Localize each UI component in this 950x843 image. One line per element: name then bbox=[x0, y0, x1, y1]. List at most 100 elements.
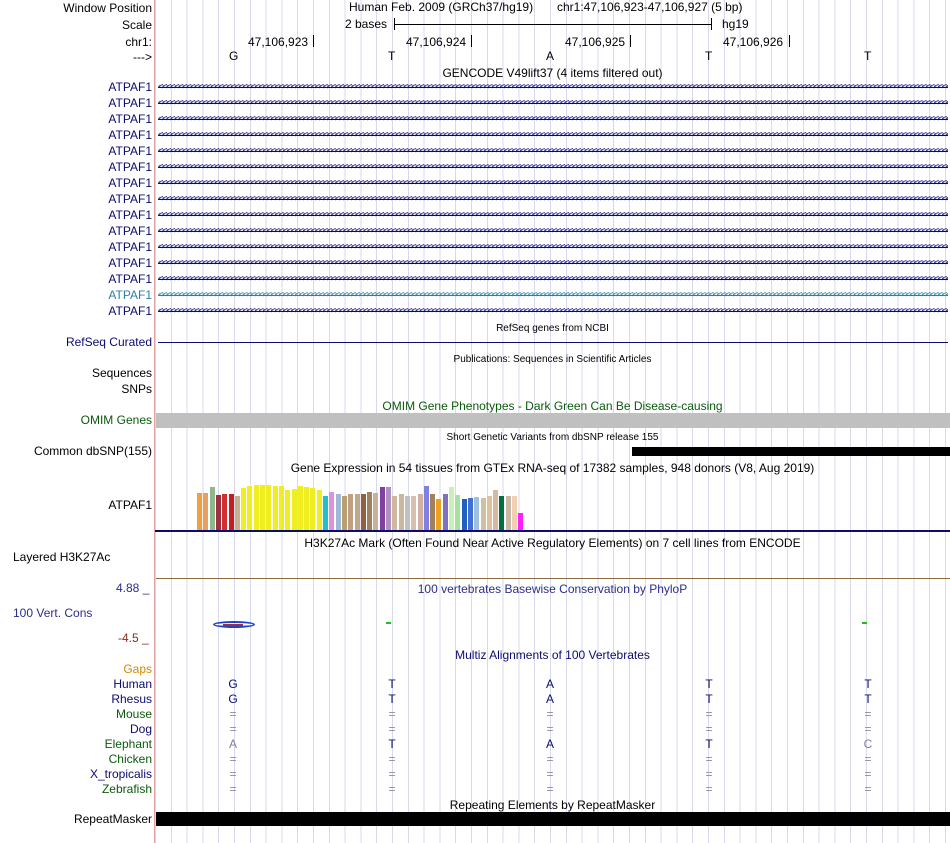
gtex-tissue-bar[interactable] bbox=[203, 493, 209, 530]
gtex-tissue-bar[interactable] bbox=[411, 496, 417, 530]
gtex-tissue-bar[interactable] bbox=[404, 496, 410, 530]
dbsnp-track-title[interactable]: Short Genetic Variants from dbSNP releas… bbox=[446, 432, 659, 443]
gencode-gene-label[interactable]: ATPAF1 bbox=[108, 288, 152, 302]
gencode-gene-feature[interactable] bbox=[158, 87, 948, 88]
gencode-gene-feature[interactable] bbox=[158, 135, 948, 136]
gtex-tissue-bar[interactable] bbox=[341, 496, 347, 530]
gtex-tissue-bar[interactable] bbox=[505, 496, 511, 530]
gencode-gene-feature[interactable] bbox=[158, 279, 948, 280]
gencode-gene-label[interactable]: ATPAF1 bbox=[108, 208, 152, 222]
gencode-gene-label[interactable]: ATPAF1 bbox=[108, 304, 152, 318]
gtex-tissue-bar[interactable] bbox=[228, 494, 234, 530]
gtex-tissue-bar[interactable] bbox=[360, 494, 366, 530]
species-label[interactable]: Mouse bbox=[115, 707, 152, 721]
gtex-tissue-bar[interactable] bbox=[215, 495, 221, 530]
gtex-tissue-bar[interactable] bbox=[379, 487, 385, 530]
gtex-tissue-bar[interactable] bbox=[386, 487, 391, 530]
gtex-tissue-bar[interactable] bbox=[348, 494, 354, 530]
multiz-track-title[interactable]: Multiz Alignments of 100 Vertebrates bbox=[455, 648, 650, 662]
gencode-gene-feature[interactable] bbox=[158, 183, 948, 184]
phylop-label[interactable]: 100 Vert. Cons bbox=[13, 606, 93, 620]
species-label[interactable]: Dog bbox=[129, 722, 152, 736]
gtex-tissue-bar[interactable] bbox=[518, 513, 524, 530]
gtex-bar-chart[interactable] bbox=[197, 478, 537, 530]
gtex-tissue-bar[interactable] bbox=[423, 486, 429, 530]
repeatmasker-feature[interactable] bbox=[156, 812, 950, 826]
gtex-tissue-bar[interactable] bbox=[285, 490, 291, 530]
dbsnp-label[interactable]: Common dbSNP(155) bbox=[33, 444, 152, 458]
gtex-tissue-bar[interactable] bbox=[467, 498, 473, 530]
dbsnp-feature[interactable] bbox=[632, 447, 950, 456]
gtex-tissue-bar[interactable] bbox=[253, 485, 259, 530]
gtex-tissue-bar[interactable] bbox=[417, 494, 423, 530]
gtex-tissue-bar[interactable] bbox=[455, 495, 461, 530]
gtex-tissue-bar[interactable] bbox=[512, 496, 517, 530]
gencode-gene-label[interactable]: ATPAF1 bbox=[108, 160, 152, 174]
gtex-tissue-bar[interactable] bbox=[197, 493, 202, 530]
gencode-track-title[interactable]: GENCODE V49lift37 (4 items filtered out) bbox=[442, 66, 663, 80]
species-label[interactable]: Zebrafish bbox=[101, 782, 152, 796]
gtex-tissue-bar[interactable] bbox=[266, 485, 272, 530]
gencode-gene-label[interactable]: ATPAF1 bbox=[108, 144, 152, 158]
gencode-gene-feature[interactable] bbox=[158, 215, 948, 216]
gencode-gene-feature[interactable] bbox=[158, 247, 948, 248]
gtex-tissue-bar[interactable] bbox=[354, 494, 360, 530]
gencode-gene-label[interactable]: ATPAF1 bbox=[108, 112, 152, 126]
gtex-tissue-bar[interactable] bbox=[260, 485, 265, 530]
gtex-tissue-bar[interactable] bbox=[480, 498, 486, 530]
gtex-tissue-bar[interactable] bbox=[442, 494, 448, 530]
gencode-gene-feature[interactable] bbox=[158, 167, 948, 168]
gtex-tissue-bar[interactable] bbox=[335, 494, 341, 530]
repeatmasker-label[interactable]: RepeatMasker bbox=[73, 812, 152, 826]
omim-track-title[interactable]: OMIM Gene Phenotypes - Dark Green Can Be… bbox=[382, 399, 723, 413]
gencode-gene-feature[interactable] bbox=[158, 199, 948, 200]
gencode-gene-label[interactable]: ATPAF1 bbox=[108, 224, 152, 238]
gtex-tissue-bar[interactable] bbox=[373, 493, 379, 530]
h3k27ac-track-title[interactable]: H3K27Ac Mark (Often Found Near Active Re… bbox=[304, 536, 801, 550]
gtex-tissue-bar[interactable] bbox=[304, 487, 310, 530]
gencode-gene-feature[interactable] bbox=[158, 103, 948, 104]
gtex-tissue-bar[interactable] bbox=[291, 489, 297, 530]
gtex-tissue-bar[interactable] bbox=[209, 487, 215, 530]
gtex-tissue-bar[interactable] bbox=[323, 496, 328, 530]
gencode-gene-feature[interactable] bbox=[158, 119, 948, 120]
sequences-label[interactable]: Sequences bbox=[91, 366, 152, 380]
gtex-tissue-bar[interactable] bbox=[247, 486, 253, 530]
publications-track-title[interactable]: Publications: Sequences in Scientific Ar… bbox=[453, 354, 652, 365]
gtex-tissue-bar[interactable] bbox=[392, 496, 398, 530]
refseq-feature[interactable] bbox=[158, 342, 948, 343]
species-label[interactable]: Rhesus bbox=[111, 692, 152, 706]
gencode-gene-label[interactable]: ATPAF1 bbox=[108, 128, 152, 142]
gencode-gene-label[interactable]: ATPAF1 bbox=[108, 80, 152, 94]
gtex-tissue-bar[interactable] bbox=[493, 490, 499, 530]
repeatmasker-track-title[interactable]: Repeating Elements by RepeatMasker bbox=[449, 798, 656, 812]
gtex-tissue-bar[interactable] bbox=[449, 487, 454, 530]
gtex-tissue-bar[interactable] bbox=[367, 492, 373, 530]
gencode-gene-label[interactable]: ATPAF1 bbox=[108, 96, 152, 110]
omim-label[interactable]: OMIM Genes bbox=[80, 413, 152, 427]
gtex-tissue-bar[interactable] bbox=[222, 494, 228, 530]
gencode-gene-label[interactable]: ATPAF1 bbox=[108, 256, 152, 270]
omim-feature[interactable] bbox=[156, 413, 950, 428]
gtex-tissue-bar[interactable] bbox=[297, 486, 303, 530]
refseq-label[interactable]: RefSeq Curated bbox=[65, 335, 152, 349]
gtex-tissue-bar[interactable] bbox=[329, 492, 335, 530]
species-label[interactable]: Elephant bbox=[104, 737, 152, 751]
gencode-gene-feature[interactable] bbox=[158, 295, 948, 296]
gtex-tissue-bar[interactable] bbox=[272, 486, 278, 530]
gtex-tissue-bar[interactable] bbox=[278, 486, 284, 530]
gencode-gene-feature[interactable] bbox=[158, 231, 948, 232]
gtex-tissue-bar[interactable] bbox=[461, 499, 467, 530]
gaps-label[interactable]: Gaps bbox=[123, 662, 152, 676]
species-label[interactable]: Chicken bbox=[108, 752, 152, 766]
gencode-gene-label[interactable]: ATPAF1 bbox=[108, 272, 152, 286]
species-label[interactable]: Human bbox=[113, 677, 152, 691]
phylop-track-title[interactable]: 100 vertebrates Basewise Conservation by… bbox=[417, 582, 688, 596]
gtex-tissue-bar[interactable] bbox=[430, 494, 436, 530]
gtex-tissue-bar[interactable] bbox=[234, 496, 240, 530]
gtex-gene-label[interactable]: ATPAF1 bbox=[108, 498, 152, 512]
gtex-tissue-bar[interactable] bbox=[241, 488, 247, 530]
species-label[interactable]: X_tropicalis bbox=[89, 767, 152, 781]
gtex-tissue-bar[interactable] bbox=[474, 497, 480, 530]
